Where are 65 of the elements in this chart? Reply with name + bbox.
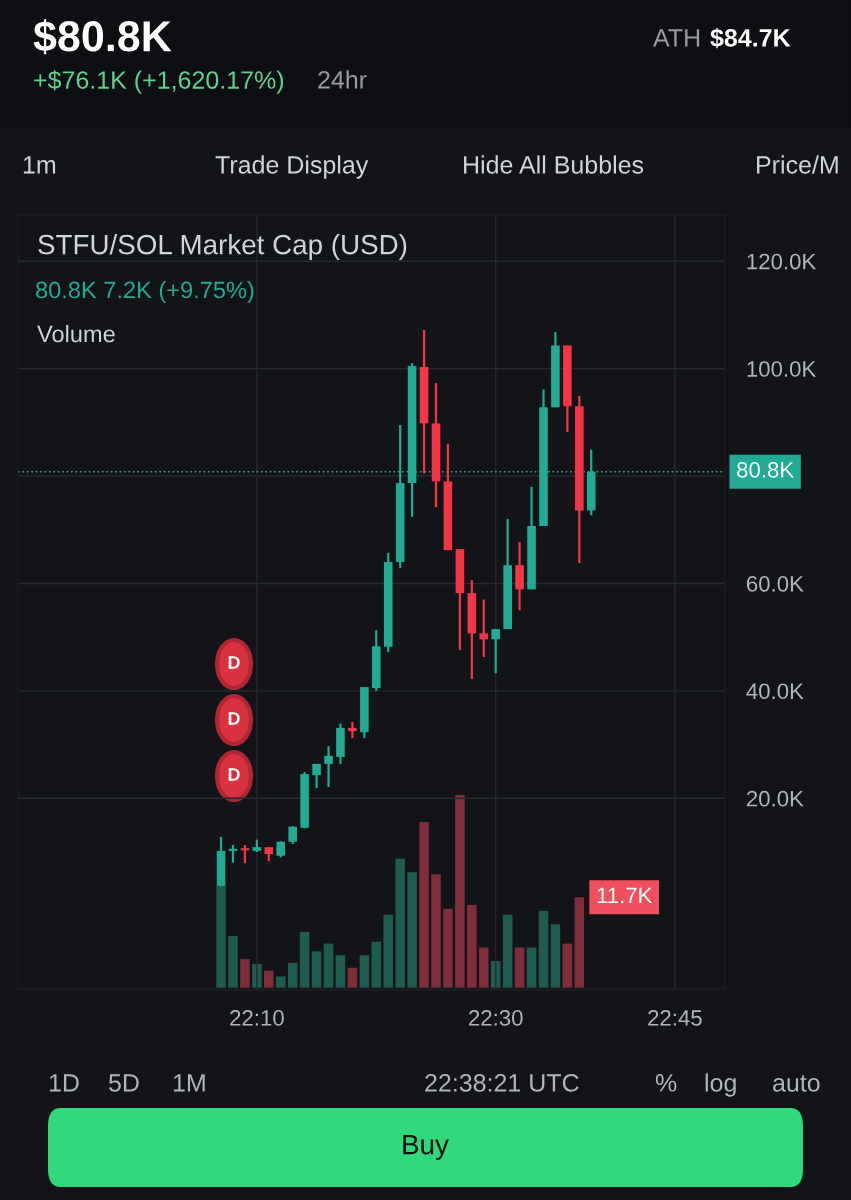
- y-tick-label: 60.0K: [746, 575, 804, 592]
- bar: [467, 905, 477, 988]
- candlestick: [491, 627, 501, 675]
- annotation: D: [228, 656, 240, 669]
- bar: [514, 947, 525, 988]
- bar: [275, 976, 286, 988]
- bar: [395, 858, 405, 988]
- candlestick: [324, 745, 333, 789]
- bar: [419, 822, 429, 988]
- bar: [311, 951, 322, 988]
- annotation: D: [228, 768, 240, 781]
- text: 80.8K 7.2K (+9.75%): [36, 280, 254, 303]
- bar: [228, 935, 238, 988]
- bar: [287, 962, 298, 988]
- y-tick-label: 20.0K: [746, 790, 804, 807]
- text: Buy: [403, 1135, 449, 1160]
- text: %: [655, 1074, 677, 1092]
- candlestick: [479, 598, 489, 659]
- bar: [431, 874, 441, 988]
- x-tick-label: 22:45: [648, 1010, 702, 1026]
- bar: [550, 924, 561, 988]
- text: 22:38:21 UTC: [425, 1074, 579, 1092]
- annotation: 11.7K: [597, 887, 653, 904]
- text: ATH: [653, 29, 700, 47]
- bar: [443, 908, 453, 988]
- y-tick-label: 100.0K: [747, 361, 817, 377]
- bar: [359, 955, 370, 988]
- annotation: Volume: [37, 325, 115, 343]
- x-tick-label: 22:10: [230, 1010, 284, 1026]
- candlestick: [312, 762, 321, 790]
- text: 5D: [109, 1074, 139, 1092]
- bar: [407, 872, 417, 988]
- annotation: D: [228, 712, 240, 725]
- text: Hide All Bubbles: [464, 155, 644, 174]
- ref-line-label: 80.8K: [737, 461, 794, 478]
- bar: [562, 943, 573, 988]
- text: Trade Display: [215, 155, 369, 179]
- text: +$76.1K (+1,620.17%): [34, 70, 284, 94]
- text: 1M: [173, 1074, 205, 1092]
- bar: [502, 914, 513, 988]
- bar: [526, 947, 537, 988]
- bar: [299, 932, 310, 988]
- text: STFU/SOL Market Cap (USD): [38, 234, 407, 260]
- bar: [323, 943, 334, 988]
- text: log: [705, 1073, 736, 1097]
- x-tick-label: 22:30: [469, 1010, 523, 1026]
- text: Price/M: [757, 155, 838, 174]
- text: $80.8K: [33, 19, 172, 55]
- bar: [574, 897, 585, 988]
- bar: [455, 795, 465, 988]
- y-tick-label: 120.0K: [747, 253, 817, 270]
- bar: [335, 955, 346, 988]
- bar: [538, 910, 549, 988]
- text: 24hr: [318, 70, 367, 89]
- bar: [264, 970, 274, 988]
- y-tick-label: 40.0K: [746, 683, 804, 700]
- bar: [383, 914, 394, 988]
- text: $84.7K: [710, 27, 791, 49]
- bar: [478, 947, 489, 988]
- bar: [240, 959, 250, 988]
- text: 1m: [23, 156, 56, 174]
- candlestick: [348, 720, 357, 740]
- bar: [371, 941, 382, 988]
- text: auto: [773, 1075, 820, 1092]
- text: 1D: [49, 1074, 79, 1092]
